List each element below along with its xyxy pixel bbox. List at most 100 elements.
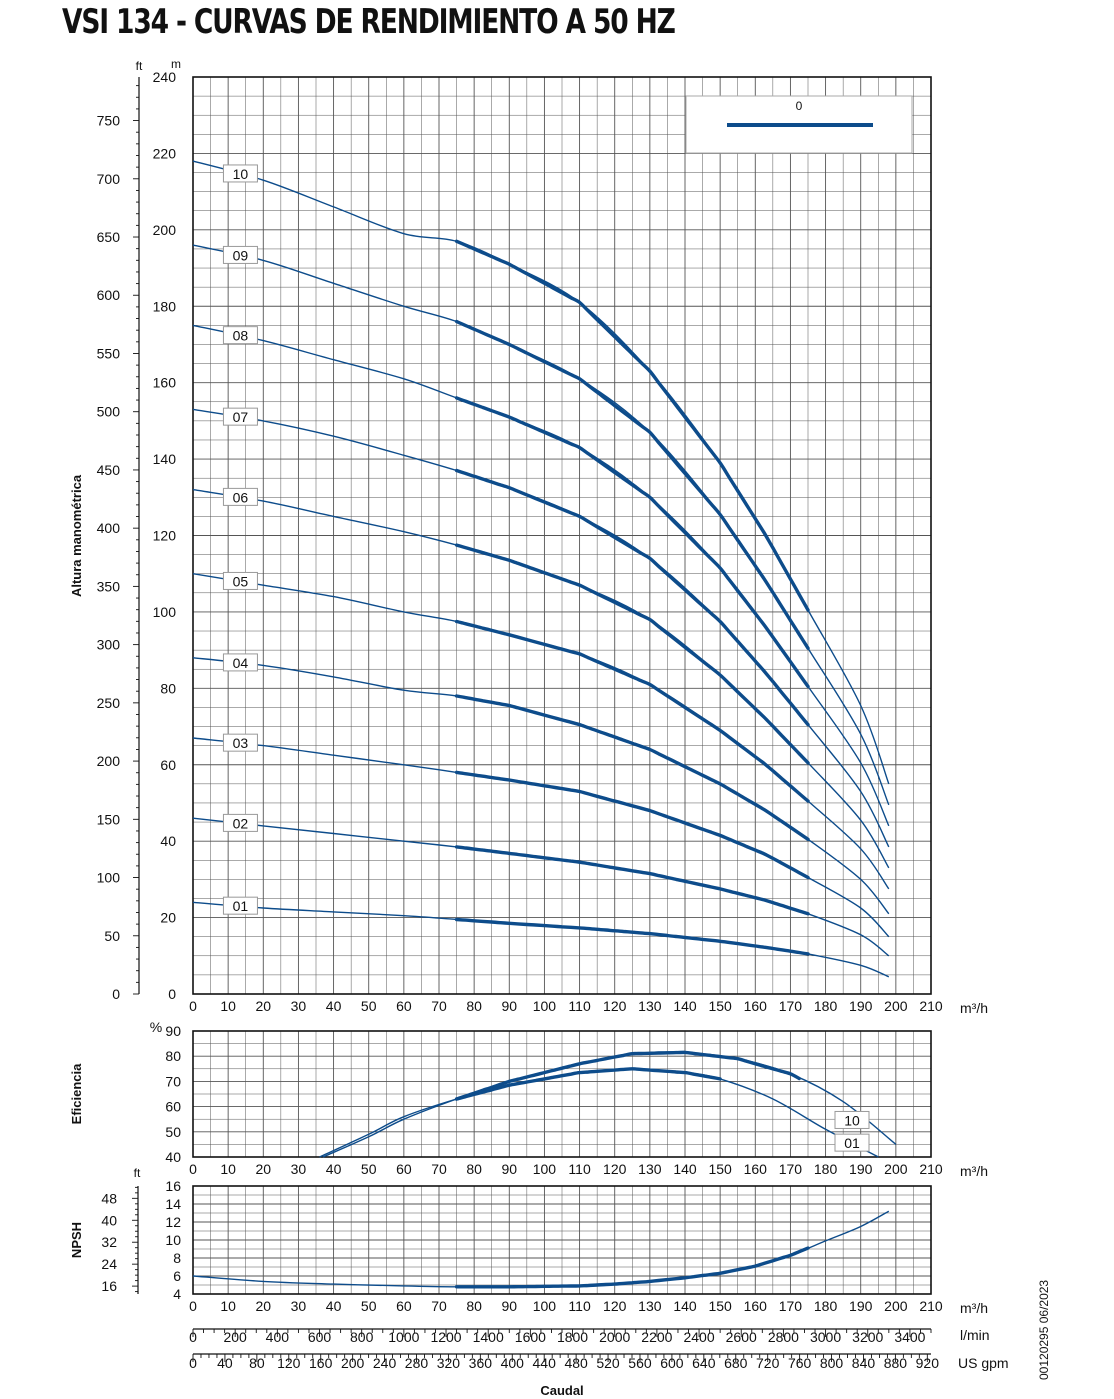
lmin-tick-label: 2000 bbox=[599, 1329, 630, 1345]
x-tick-label: 50 bbox=[361, 998, 377, 1014]
curve-label-box bbox=[222, 164, 258, 183]
y-tick-label: 10 bbox=[165, 1232, 181, 1248]
head-curve-09-operating bbox=[454, 319, 810, 650]
x-tick-label: 190 bbox=[849, 998, 873, 1014]
y-tick-label-ft: 32 bbox=[101, 1234, 117, 1250]
x-tick-label: 60 bbox=[396, 1161, 412, 1177]
curve-label: 03 bbox=[233, 735, 249, 751]
y-tick-label-m: 220 bbox=[153, 145, 177, 161]
footer-code: 00120295 06/2023 bbox=[1037, 1280, 1051, 1380]
x-tick-label: 130 bbox=[638, 1161, 662, 1177]
usgpm-tick-label: 360 bbox=[469, 1355, 493, 1371]
plot-frame bbox=[192, 76, 932, 995]
lmin-tick-label: 1200 bbox=[430, 1329, 461, 1345]
usgpm-tick-label: 160 bbox=[309, 1355, 333, 1371]
x-tick-label: 200 bbox=[884, 1298, 908, 1314]
usgpm-tick-label: 0 bbox=[189, 1355, 197, 1371]
head-curve-09 bbox=[192, 244, 890, 806]
y-tick-label: 16 bbox=[165, 1178, 181, 1194]
x-tick-label: 20 bbox=[255, 1298, 271, 1314]
y-tick-label: 50 bbox=[165, 1124, 181, 1140]
unit-ft: ft bbox=[136, 59, 143, 73]
usgpm-tick-label: 880 bbox=[884, 1355, 908, 1371]
y-tick-label: 70 bbox=[165, 1073, 181, 1089]
x-tick-label: 50 bbox=[361, 1298, 377, 1314]
x-tick-label: 190 bbox=[849, 1298, 873, 1314]
x-tick-label: 150 bbox=[708, 998, 732, 1014]
curve-label: 04 bbox=[233, 655, 249, 671]
unit-m: m bbox=[171, 57, 181, 71]
y-tick-label-ft: 40 bbox=[101, 1212, 117, 1228]
eff-curve-01-operating bbox=[454, 1067, 722, 1101]
y-tick-label: 90 bbox=[165, 1023, 181, 1039]
head-curve-02 bbox=[192, 817, 890, 957]
curve-label: 09 bbox=[233, 247, 249, 263]
x-axis-title: Caudal bbox=[540, 1383, 583, 1398]
head-curve-06-operating bbox=[454, 543, 810, 765]
x-tick-label: 60 bbox=[396, 998, 412, 1014]
x-tick-label: 110 bbox=[568, 998, 591, 1014]
head-curve-06 bbox=[192, 488, 890, 869]
curve-label-box bbox=[222, 571, 258, 590]
y-axis-title: NPSH bbox=[69, 1222, 84, 1258]
x-tick-label: 130 bbox=[638, 1298, 662, 1314]
x-tick-label: 80 bbox=[466, 1161, 482, 1177]
x-tick-label: 90 bbox=[501, 1161, 517, 1177]
head-curve-10-operating bbox=[454, 239, 810, 612]
y-tick-label-ft: 16 bbox=[101, 1278, 117, 1294]
x-tick-label: 20 bbox=[255, 1161, 271, 1177]
x-tick-label: 170 bbox=[779, 1298, 803, 1314]
npsh-chart: 4 6 8 10 12 14 16 16 24 32 40 48 ft NPSH 0 10 20 30 40 50 60… bbox=[69, 1166, 988, 1316]
usgpm-tick-label: 400 bbox=[501, 1355, 525, 1371]
head-curve-01-operating bbox=[454, 917, 810, 956]
usgpm-tick-label: 680 bbox=[724, 1355, 748, 1371]
y-tick-label-ft: 48 bbox=[101, 1190, 117, 1206]
y-tick-label-m: 100 bbox=[153, 604, 177, 620]
y-tick-label-ft: 650 bbox=[97, 229, 121, 245]
usgpm-tick-label: 440 bbox=[533, 1355, 557, 1371]
x-tick-label: 100 bbox=[533, 1298, 557, 1314]
x-tick-label: 50 bbox=[361, 1161, 377, 1177]
x-tick-label: 40 bbox=[326, 1161, 342, 1177]
x-tick-label: 110 bbox=[568, 1161, 591, 1177]
x-tick-label: 80 bbox=[466, 998, 482, 1014]
usgpm-tick-label: 80 bbox=[249, 1355, 265, 1371]
usgpm-tick-label: 280 bbox=[405, 1355, 429, 1371]
x-tick-label: 90 bbox=[501, 998, 517, 1014]
x-tick-label: 30 bbox=[291, 1161, 307, 1177]
y-tick-label-ft: 450 bbox=[97, 462, 121, 478]
y-axis-title: Altura manométrica bbox=[69, 474, 84, 597]
y-tick-label: 60 bbox=[165, 1099, 181, 1115]
usgpm-tick-label: 920 bbox=[916, 1355, 940, 1371]
x-unit-label: m³/h bbox=[960, 1300, 988, 1316]
x-tick-label: 180 bbox=[814, 1161, 838, 1177]
curve-label: 01 bbox=[844, 1135, 860, 1151]
lmin-tick-label: 1400 bbox=[473, 1329, 504, 1345]
head-curve-03-operating bbox=[454, 770, 810, 880]
unit-percent: % bbox=[150, 1019, 162, 1035]
head-curve-05-operating bbox=[454, 619, 810, 803]
usgpm-tick-label: 760 bbox=[788, 1355, 812, 1371]
usgpm-tick-label: 720 bbox=[756, 1355, 780, 1371]
x-tick-label: 120 bbox=[603, 1161, 627, 1177]
y-tick-label-m: 120 bbox=[153, 528, 177, 544]
usgpm-tick-label: 320 bbox=[437, 1355, 461, 1371]
page-title: VSI 134 - CURVAS DE RENDIMIENTO A 50 HZ bbox=[62, 2, 676, 42]
y-tick-label-ft: 0 bbox=[112, 986, 120, 1002]
x-tick-label: 150 bbox=[708, 1298, 732, 1314]
usgpm-tick-label: 640 bbox=[692, 1355, 716, 1371]
x-tick-label: 110 bbox=[568, 1298, 591, 1314]
y-tick-label-ft: 750 bbox=[97, 113, 121, 129]
head-curve-05 bbox=[192, 573, 890, 890]
curve-label-box bbox=[222, 733, 258, 752]
y-tick-label: 6 bbox=[173, 1268, 181, 1284]
usgpm-tick-label: 120 bbox=[277, 1355, 301, 1371]
x-tick-label: 140 bbox=[673, 998, 697, 1014]
y-tick-label: 8 bbox=[173, 1250, 181, 1266]
x-tick-label: 190 bbox=[849, 1161, 873, 1177]
x-tick-label: 30 bbox=[291, 1298, 307, 1314]
usgpm-tick-label: 600 bbox=[660, 1355, 684, 1371]
lmin-tick-label: 2400 bbox=[683, 1329, 714, 1345]
